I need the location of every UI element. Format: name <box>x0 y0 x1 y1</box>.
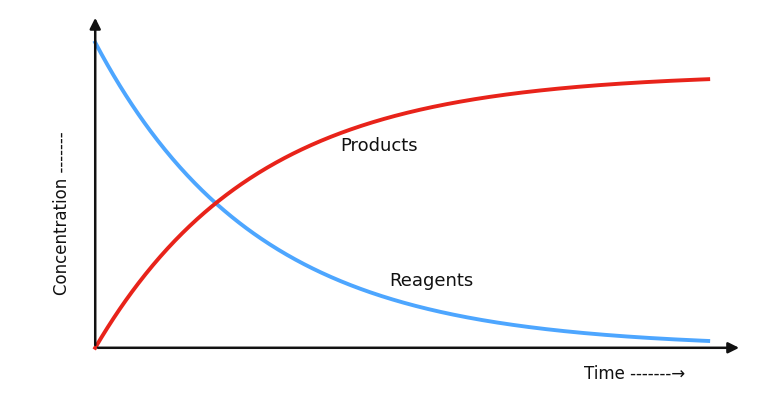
Text: Time -------→: Time -------→ <box>584 365 685 383</box>
Text: Reagents: Reagents <box>389 272 474 290</box>
Text: Products: Products <box>340 137 418 155</box>
Text: Concentration -------: Concentration ------- <box>52 132 71 295</box>
